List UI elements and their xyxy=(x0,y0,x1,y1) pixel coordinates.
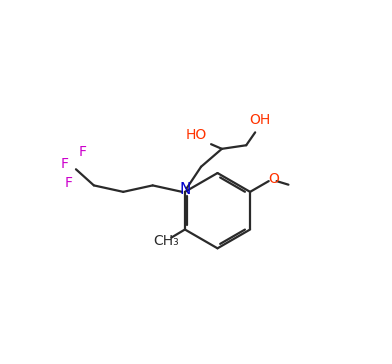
Text: F: F xyxy=(65,176,73,190)
Text: F: F xyxy=(78,145,86,159)
Text: CH₃: CH₃ xyxy=(153,234,179,248)
Text: HO: HO xyxy=(186,128,207,142)
Text: O: O xyxy=(268,172,279,186)
Text: N: N xyxy=(179,182,191,197)
Text: OH: OH xyxy=(249,113,270,127)
Text: F: F xyxy=(60,157,69,171)
